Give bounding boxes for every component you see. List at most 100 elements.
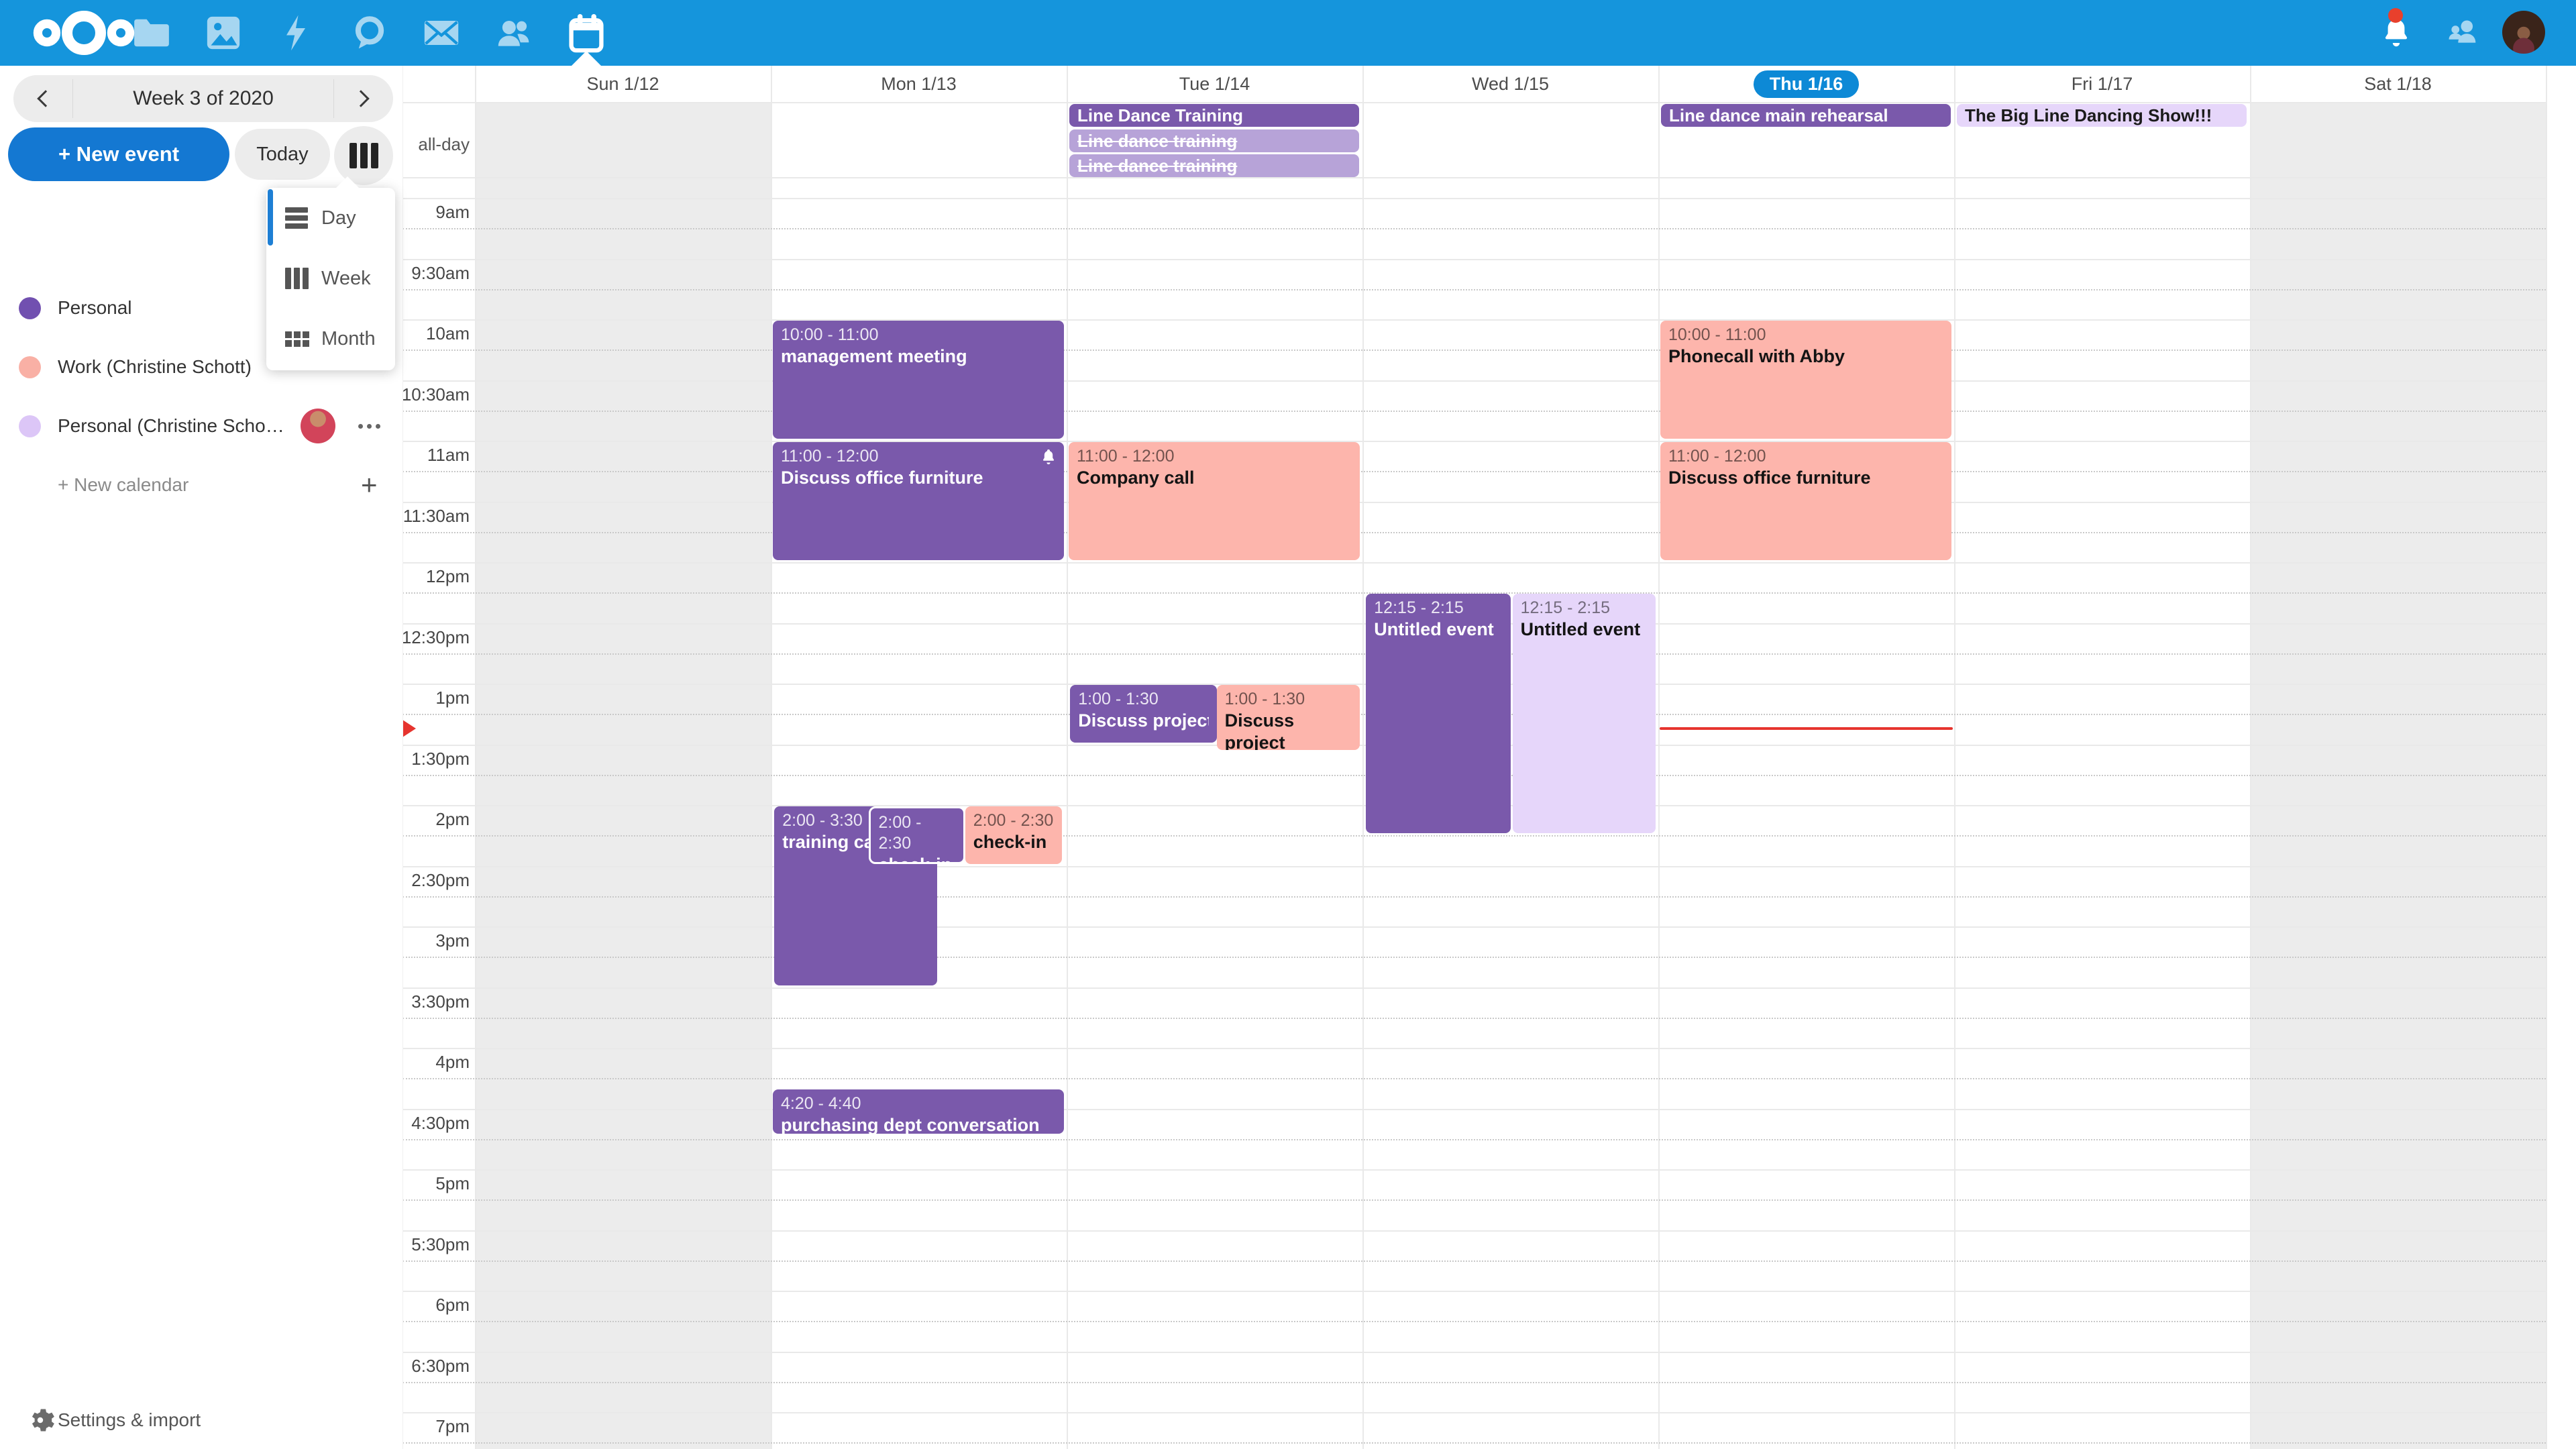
- time-label: 2:30pm: [411, 869, 470, 890]
- allday-event-card[interactable]: Line dance training: [1069, 154, 1359, 177]
- event-title: purchasing dept conversation: [781, 1115, 1040, 1134]
- time-label: 5:30pm: [411, 1234, 470, 1254]
- all-day-label: all-day: [418, 134, 470, 154]
- nextcloud-logo[interactable]: [30, 0, 138, 66]
- user-avatar[interactable]: [2502, 11, 2545, 54]
- event-time: 2:00 - 3:30: [782, 811, 863, 830]
- allday-event-card[interactable]: The Big Line Dancing Show!!!: [1957, 104, 2247, 127]
- gear-icon: [32, 1409, 54, 1432]
- week-label[interactable]: Week 3 of 2020: [133, 87, 274, 109]
- calendar-color-dot: [19, 415, 41, 437]
- slot-line: [402, 926, 2546, 928]
- menu-item-day[interactable]: Day: [266, 188, 395, 248]
- chevron-left-icon: [37, 90, 54, 107]
- calendar-color-dot: [19, 356, 41, 378]
- calendar-item-personal[interactable]: Personal: [0, 287, 402, 329]
- slot-line: [402, 865, 2546, 867]
- week-view-icon: [349, 143, 357, 168]
- slot-line: [402, 410, 2546, 412]
- plus-icon: +: [361, 469, 378, 500]
- calendar-icon[interactable]: [561, 0, 612, 66]
- current-time-arrow: [402, 719, 416, 737]
- today-button[interactable]: Today: [235, 129, 330, 180]
- time-label: 1pm: [435, 688, 470, 708]
- slot-line: [402, 258, 2546, 260]
- talk-icon[interactable]: [344, 0, 395, 66]
- allday-event-card[interactable]: Line dance main rehearsal: [1661, 104, 1951, 127]
- photos-icon[interactable]: [198, 0, 249, 66]
- event-title: Untitled event: [1520, 619, 1641, 640]
- event-time: 10:00 - 11:00: [1668, 325, 1766, 344]
- popover-caret: [336, 176, 359, 188]
- event-card[interactable]: 4:20 - 4:40 purchasing dept conversation: [773, 1089, 1064, 1134]
- time-label: 4:30pm: [411, 1112, 470, 1133]
- day-header: Fri 1/17: [2071, 73, 2133, 94]
- mail-icon[interactable]: [416, 0, 467, 66]
- view-switcher-button[interactable]: [334, 126, 393, 185]
- event-time: 11:00 - 12:00: [781, 447, 879, 466]
- event-card[interactable]: 11:00 - 12:00 Company call: [1069, 442, 1360, 560]
- slot-line: [402, 1291, 2546, 1292]
- event-title: Discuss project announcement: [1078, 710, 1209, 731]
- files-icon[interactable]: [126, 0, 177, 66]
- slot-line: [402, 1108, 2546, 1110]
- slot-line: [402, 1321, 2546, 1323]
- time-label: 6:30pm: [411, 1355, 470, 1376]
- slot-line: [402, 1351, 2546, 1353]
- event-title: Discuss office furniture: [1668, 468, 1871, 488]
- contacts-menu-icon[interactable]: [2436, 0, 2487, 66]
- time-label: 9:30am: [411, 262, 470, 283]
- calendar-grid: all-day Sun 1/12 Mon 1/13 Tue 1/14 Wed 1/15…: [402, 66, 2576, 1449]
- alarm-bell-icon: [1040, 449, 1057, 470]
- new-event-button[interactable]: + New event: [8, 127, 229, 181]
- event-time: 11:00 - 12:00: [1668, 447, 1766, 466]
- event-card[interactable]: 12:15 - 2:15 Untitled event: [1366, 594, 1511, 834]
- event-time: 11:00 - 12:00: [1077, 447, 1175, 466]
- new-calendar-button[interactable]: + New calendar +: [58, 469, 378, 500]
- next-week-button[interactable]: [334, 75, 388, 122]
- column-divider: [475, 66, 476, 1449]
- event-card[interactable]: 11:00 - 12:00 Discuss office furniture: [1660, 442, 1951, 560]
- event-time: 10:00 - 11:00: [781, 325, 879, 344]
- allday-event-card[interactable]: Line Dance Training: [1069, 104, 1359, 127]
- event-card[interactable]: 10:00 - 11:00 Phonecall with Abby: [1660, 321, 1951, 439]
- month-view-icon: [285, 331, 309, 347]
- column-divider: [1658, 66, 1660, 1449]
- slot-line: [402, 1048, 2546, 1049]
- previous-week-button[interactable]: [19, 75, 72, 122]
- slot-line: [402, 531, 2546, 533]
- menu-item-week[interactable]: Week: [266, 248, 395, 309]
- event-time: 1:00 - 1:30: [1078, 690, 1159, 708]
- slot-line: [402, 288, 2546, 290]
- slot-line: [402, 1260, 2546, 1262]
- day-header: Thu 1/16: [1658, 66, 1954, 102]
- event-card[interactable]: 10:00 - 11:00 management meeting: [773, 321, 1064, 439]
- event-card[interactable]: 11:00 - 12:00 Discuss office furniture: [773, 442, 1064, 560]
- slot-line: [402, 228, 2546, 230]
- allday-event-card[interactable]: Line dance training: [1069, 129, 1359, 152]
- slot-line: [402, 835, 2546, 837]
- day-header: Sat 1/18: [2364, 73, 2432, 94]
- slot-line: [402, 501, 2546, 503]
- time-label: 6pm: [435, 1295, 470, 1315]
- popover-scroll-indicator: [268, 189, 273, 246]
- event-time: 2:00 - 2:30: [973, 811, 1054, 830]
- event-card[interactable]: 1:00 - 1:30 Discuss project announcement: [1070, 685, 1217, 743]
- event-card[interactable]: 12:15 - 2:15 Untitled event: [1512, 594, 1656, 834]
- notifications-bell-icon[interactable]: [2371, 0, 2422, 66]
- activity-icon[interactable]: [270, 0, 321, 66]
- menu-item-month[interactable]: Month: [266, 309, 395, 369]
- calendar-item-work[interactable]: Work (Christine Schott): [0, 346, 402, 388]
- event-card[interactable]: 1:00 - 1:30 Discuss project announcement: [1216, 685, 1360, 750]
- time-label: 10am: [425, 323, 470, 343]
- calendar-actions-menu-icon[interactable]: [358, 423, 380, 429]
- event-time: 12:15 - 2:15: [1374, 598, 1464, 618]
- time-label: 12:30pm: [401, 627, 470, 647]
- day-header-today[interactable]: Thu 1/16: [1753, 70, 1860, 98]
- calendar-item-personal-christine[interactable]: Personal (Christine Scho…: [0, 405, 402, 447]
- settings-import-button[interactable]: Settings & import: [0, 1399, 402, 1441]
- contacts-icon[interactable]: [488, 0, 539, 66]
- slot-line: [402, 471, 2546, 473]
